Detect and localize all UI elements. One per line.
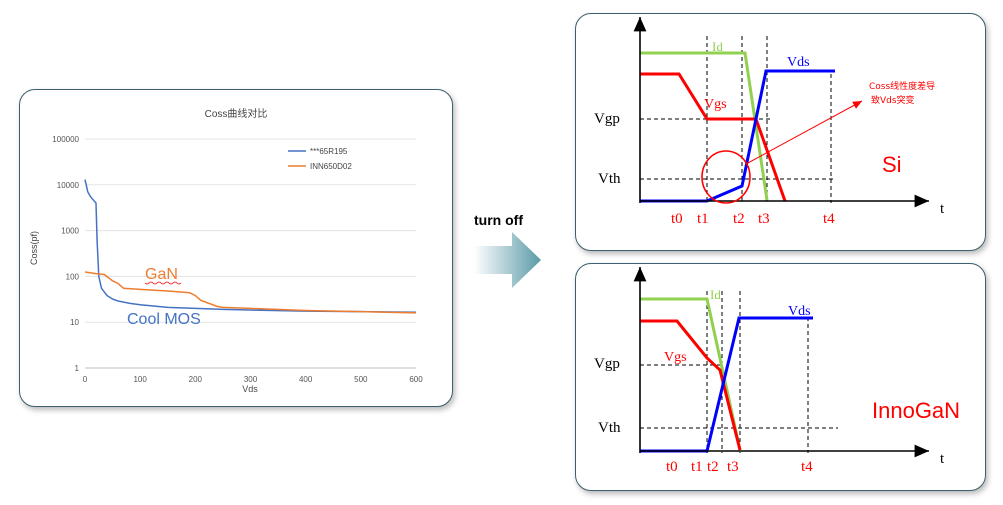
si-label-vth: Vth [598, 171, 621, 187]
si-annotation-line2: 致Vds突变 [871, 94, 915, 106]
si-label-t2: t2 [733, 211, 745, 227]
innogan-label-vgs: Vgs [664, 350, 687, 365]
innogan-id-waveform [640, 297, 742, 451]
coss-y-axis-label: Coss(pf) [29, 231, 39, 265]
si-annotation-line1: Coss线性度差导 [869, 80, 935, 92]
y-tick-label-100: 100 [66, 272, 80, 281]
si-panel-label: Si [882, 152, 902, 177]
coss-chart-title: Coss曲线对比 [205, 107, 268, 120]
x-tick-label-500: 500 [354, 375, 368, 384]
coss-x-axis-label: Vds [242, 384, 258, 394]
y-tick-label-1: 1 [75, 364, 80, 373]
innogan-label-t4: t4 [801, 459, 813, 475]
si-vgs-waveform [640, 72, 787, 202]
si-label-t3: t3 [758, 211, 770, 227]
turn-off-label: turn off [474, 212, 523, 228]
si-label-id: Id [712, 39, 723, 54]
coss-chart-panel: Coss曲线对比 1 10 100 1000 10000 100000 0 100 200 30… [19, 89, 453, 407]
innogan-label-vgp: Vgp [594, 356, 620, 372]
x-tick-label-100: 100 [133, 375, 147, 384]
arrow-shape [474, 232, 541, 288]
annotation-cool-mos: Cool MOS [127, 311, 201, 328]
series-line-65r195 [84, 179, 417, 313]
si-id-waveform [640, 51, 769, 201]
coss-grid [85, 138, 416, 369]
innogan-label-t0: t0 [666, 459, 678, 475]
y-tick-label-10: 10 [70, 318, 79, 327]
si-label-t1: t1 [697, 211, 709, 227]
si-label-vgs: Vgs [704, 97, 727, 112]
y-tick-label-100000: 100000 [52, 135, 79, 144]
annotation-gan: GaN [145, 266, 178, 283]
innogan-label-vth: Vth [598, 420, 621, 436]
si-label-vds: Vds [787, 55, 810, 70]
innogan-label-t1: t1 [691, 459, 703, 475]
x-tick-label-600: 600 [409, 375, 423, 384]
y-tick-label-10000: 10000 [57, 181, 80, 190]
series-line-inn650d02 [84, 271, 417, 314]
x-tick-label-400: 400 [299, 375, 313, 384]
si-label-vgp: Vgp [594, 111, 620, 127]
innogan-label-t2: t2 [707, 459, 719, 475]
innogan-waveform-panel: Id Vgs Vds Vgp Vth t0 t1 t2 t3 t4 t Inno… [575, 263, 986, 491]
si-waveform: Coss线性度差导 致Vds突变 Id Vgs Vds Vgp Vth t0 t… [594, 17, 945, 227]
y-tick-label-1000: 1000 [61, 227, 79, 236]
si-highlight-circle [701, 150, 751, 204]
innogan-label-t3: t3 [727, 459, 739, 475]
x-tick-label-200: 200 [189, 375, 203, 384]
coss-x-ticks: 0 100 200 300 400 500 600 [83, 375, 423, 384]
innogan-label-id: Id [710, 287, 721, 302]
innogan-label-t-axis: t [940, 451, 945, 467]
legend-label-inn650d02: INN650D02 [310, 162, 352, 171]
innogan-label-vds: Vds [788, 304, 811, 319]
si-annotation-arrow [745, 100, 863, 165]
si-waveform-panel: Coss线性度差导 致Vds突变 Id Vgs Vds Vgp Vth t0 t… [575, 13, 986, 251]
innogan-waveform: Id Vgs Vds Vgp Vth t0 t1 t2 t3 t4 t Inno… [594, 267, 960, 475]
x-tick-label-300: 300 [244, 375, 258, 384]
si-label-t-axis: t [940, 201, 945, 217]
innogan-panel-label: InnoGaN [872, 398, 960, 423]
si-vds-waveform [640, 69, 835, 203]
si-label-t4: t4 [823, 211, 835, 227]
spellcheck-underline [144, 281, 182, 285]
coss-chart: Coss曲线对比 1 10 100 1000 10000 100000 0 100 200 30… [29, 107, 423, 394]
x-tick-label-0: 0 [83, 375, 88, 384]
coss-y-ticks: 1 10 100 1000 10000 100000 [52, 135, 79, 373]
si-label-t0: t0 [671, 211, 683, 227]
legend-label-65r195: ***65R195 [310, 147, 348, 156]
innogan-vgs-waveform [640, 319, 742, 451]
